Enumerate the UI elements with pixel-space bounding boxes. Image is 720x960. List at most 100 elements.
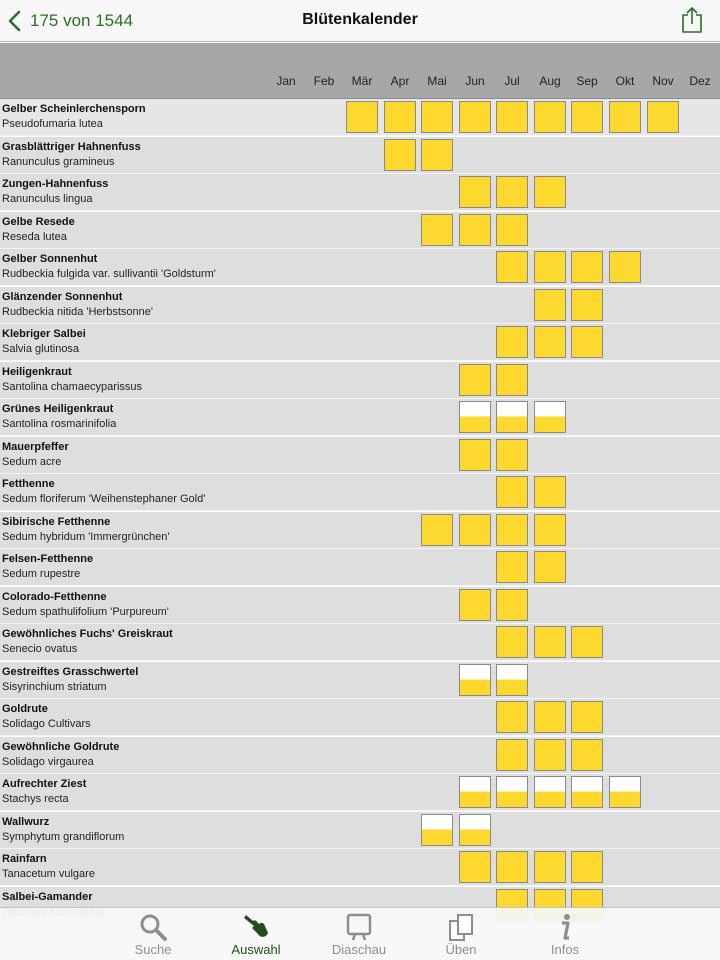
tab-auswahl[interactable]: Auswahl <box>216 908 296 960</box>
common-name: Gewöhnliche Goldrute <box>2 741 120 753</box>
plant-row[interactable]: Rainfarn Tanacetum vulgare <box>0 849 720 886</box>
latin-name: Symphytum grandiflorum <box>2 831 125 843</box>
plant-names: Gewöhnliches Fuchs' Greiskraut Senecio ov… <box>2 627 332 657</box>
plant-row[interactable]: Goldrute Solidago Cultivars <box>0 699 720 736</box>
latin-name: Rudbeckia nitida 'Herbstsonne' <box>2 306 153 318</box>
bloom-cell <box>571 289 603 321</box>
bloom-cell <box>571 101 603 133</box>
bloom-cell <box>534 739 566 771</box>
bloom-cell <box>534 289 566 321</box>
tab-label: Üben <box>445 942 477 957</box>
month-label: Dez <box>689 74 711 88</box>
month-header: Jan Feb Mär Apr Mai Jun Jul Aug Sep Okt Nov Dez <box>0 43 720 99</box>
latin-name: Sedum hybridum 'Immergrünchen' <box>2 531 170 543</box>
latin-name: Solidago Cultivars <box>2 718 91 730</box>
tab-suche[interactable]: Suche <box>113 908 193 960</box>
back-button[interactable]: 175 von 1544 <box>6 8 133 34</box>
bloom-cell <box>496 101 528 133</box>
tab-label: Suche <box>134 942 172 957</box>
plant-row[interactable]: Klebriger Salbei Salvia glutinosa <box>0 324 720 361</box>
bloom-cell <box>421 214 453 246</box>
share-icon[interactable] <box>680 6 704 34</box>
bloom-cell-partial <box>459 814 491 846</box>
plant-names: Grasblättriger Hahnenfuss Ranunculus gram… <box>2 140 332 170</box>
tab-ueben[interactable]: Üben <box>421 908 501 960</box>
back-label: 175 von 1544 <box>30 11 134 30</box>
common-name: Goldrute <box>2 703 48 715</box>
plant-row[interactable]: Felsen-Fetthenne Sedum rupestre <box>0 549 720 586</box>
hand-pointer-icon <box>244 915 268 937</box>
bloom-cell-partial <box>534 776 566 808</box>
tab-label: Diaschau <box>331 942 387 957</box>
bloom-cell <box>534 251 566 283</box>
plant-row[interactable]: Gelber Sonnenhut Rudbeckia fulgida var. s… <box>0 249 720 286</box>
bloom-cell-partial <box>571 776 603 808</box>
plant-names: Aufrechter Ziest Stachys recta <box>2 777 332 807</box>
bloom-cell <box>496 626 528 658</box>
bloom-cell <box>459 101 491 133</box>
bloom-cell <box>496 476 528 508</box>
latin-name: Salvia glutinosa <box>2 343 80 355</box>
bloom-cell <box>609 101 641 133</box>
bloom-cell <box>459 364 491 396</box>
plant-names: Gelber Sonnenhut Rudbeckia fulgida var. s… <box>2 252 332 282</box>
plant-row[interactable]: Heiligenkraut Santolina chamaecyparissus <box>0 362 720 399</box>
latin-name: Senecio ovatus <box>2 643 78 655</box>
plant-names: Sibirische Fetthenne Sedum hybridum 'Imme… <box>2 515 332 545</box>
bloom-cell <box>496 251 528 283</box>
plant-row[interactable]: Wallwurz Symphytum grandiflorum <box>0 812 720 849</box>
bloom-cell <box>346 101 378 133</box>
magnifier-icon <box>140 914 167 941</box>
month-label: Mai <box>427 74 447 88</box>
latin-name: Ranunculus gramineus <box>2 156 115 168</box>
month-label: Sep <box>576 74 598 88</box>
tab-diaschau[interactable]: Diaschau <box>319 908 399 960</box>
latin-name: Santolina chamaecyparissus <box>2 381 143 393</box>
flashcards-icon <box>449 914 473 941</box>
common-name: Sibirische Fetthenne <box>2 516 111 528</box>
month-label: Jul <box>504 74 520 88</box>
latin-name: Sisyrinchium striatum <box>2 681 107 693</box>
plant-row[interactable]: Gestreiftes Grasschwertel Sisyrinchium st… <box>0 662 720 699</box>
plant-row[interactable]: Gelber Scheinlerchensporn Pseudofumaria l… <box>0 99 720 136</box>
page-title: Blütenkalender <box>302 11 418 28</box>
bloom-cell <box>496 326 528 358</box>
plant-row[interactable]: Gelbe Resede Reseda lutea <box>0 212 720 249</box>
latin-name: Sedum rupestre <box>2 568 81 580</box>
common-name: Colorado-Fetthenne <box>2 591 107 603</box>
tab-infos[interactable]: Infos <box>525 908 605 960</box>
bloom-cell <box>459 214 491 246</box>
bloom-cell <box>534 701 566 733</box>
plant-row[interactable]: Sibirische Fetthenne Sedum hybridum 'Imme… <box>0 512 720 549</box>
plant-row[interactable]: Gewöhnliche Goldrute Solidago virgaurea <box>0 737 720 774</box>
info-icon <box>562 914 570 940</box>
plant-row[interactable]: Fetthenne Sedum floriferum 'Weihenstephan… <box>0 474 720 511</box>
plant-names: Mauerpfeffer Sedum acre <box>2 440 332 470</box>
bloom-cell <box>571 701 603 733</box>
plant-row[interactable]: Glänzender Sonnenhut Rudbeckia nitida 'He… <box>0 287 720 324</box>
common-name: Gewöhnliches Fuchs' Greiskraut <box>2 628 173 640</box>
bloom-cell <box>421 101 453 133</box>
bloom-cell <box>496 551 528 583</box>
plant-names: Rainfarn Tanacetum vulgare <box>2 852 332 882</box>
common-name: Felsen-Fetthenne <box>2 553 94 565</box>
bloom-cell-partial <box>459 401 491 433</box>
bloom-cell <box>534 326 566 358</box>
plant-row[interactable]: Zungen-Hahnenfuss Ranunculus lingua <box>0 174 720 211</box>
plant-row[interactable]: Grasblättriger Hahnenfuss Ranunculus gram… <box>0 137 720 174</box>
plant-row[interactable]: Grünes Heiligenkraut Santolina rosmarinif… <box>0 399 720 436</box>
tab-bar: Suche Auswahl Diaschau Üben Infos <box>0 907 720 960</box>
common-name: Glänzender Sonnenhut <box>2 291 123 303</box>
common-name: Grünes Heiligenkraut <box>2 403 114 415</box>
bloom-cell <box>496 701 528 733</box>
plant-row[interactable]: Colorado-Fetthenne Sedum spathulifolium '… <box>0 587 720 624</box>
plant-row[interactable]: Gewöhnliches Fuchs' Greiskraut Senecio ov… <box>0 624 720 661</box>
plant-row[interactable]: Aufrechter Ziest Stachys recta <box>0 774 720 811</box>
bloom-cell <box>496 176 528 208</box>
bloom-cell <box>496 439 528 471</box>
plant-row[interactable]: Mauerpfeffer Sedum acre <box>0 437 720 474</box>
bloom-cell <box>571 851 603 883</box>
slideshow-icon <box>346 913 372 941</box>
month-label: Jan <box>276 74 296 88</box>
bloom-cell <box>571 626 603 658</box>
